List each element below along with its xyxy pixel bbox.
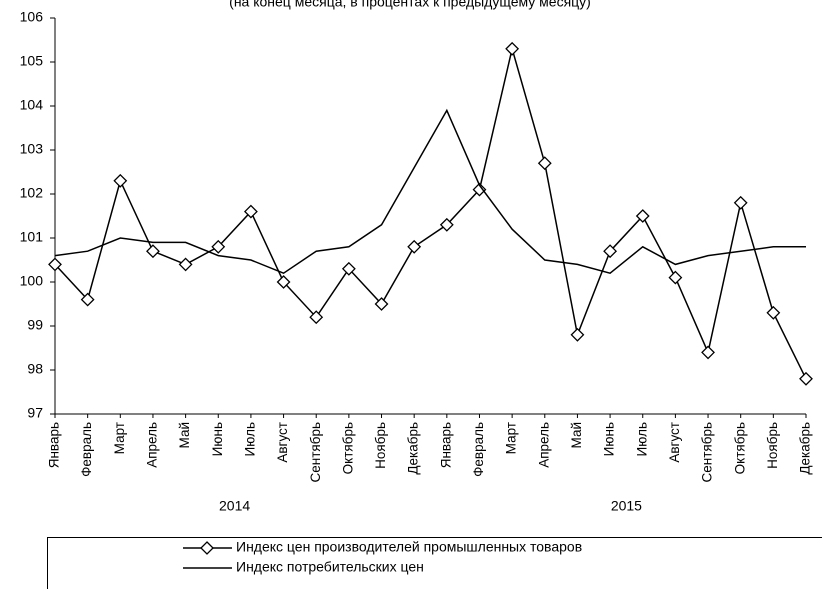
data-marker [603, 244, 618, 259]
data-marker [570, 327, 585, 342]
y-tick-label: 98 [27, 361, 43, 377]
legend-marker [200, 541, 214, 555]
x-tick-label: Январь [438, 422, 453, 468]
y-tick-label: 104 [20, 97, 44, 113]
data-marker [211, 239, 226, 254]
legend-label: Индекс потребительских цен [236, 559, 424, 575]
x-tick-label: Август [275, 422, 290, 463]
x-tick-label: Июль [242, 422, 257, 456]
data-marker [701, 345, 715, 360]
x-tick-label: Октябрь [340, 422, 355, 474]
data-marker [407, 239, 422, 254]
data-marker [439, 217, 454, 232]
x-group-label: 2014 [219, 498, 250, 514]
x-tick-label: Декабрь [406, 422, 421, 475]
x-tick-label: Январь [47, 422, 62, 468]
x-tick-label: Март [504, 422, 519, 454]
legend-label: Индекс цен производителей промышленных т… [236, 539, 582, 555]
data-marker [537, 156, 552, 171]
series-line [54, 45, 807, 380]
x-tick-label: Сентябрь [700, 422, 715, 482]
data-marker [276, 275, 291, 289]
data-marker [178, 257, 193, 272]
data-marker [48, 257, 62, 272]
x-tick-label: Апрель [145, 422, 160, 468]
x-tick-label: Май [569, 422, 584, 448]
data-marker [472, 182, 487, 197]
x-tick-label: Апрель [536, 422, 551, 468]
data-marker [80, 292, 95, 307]
x-tick-label: Июнь [602, 422, 617, 456]
x-group-label: 2015 [611, 498, 642, 514]
y-tick-label: 100 [20, 273, 44, 289]
x-tick-label: Июнь [210, 422, 225, 456]
y-tick-label: 101 [20, 229, 44, 245]
chart-subtitle: (на конец месяца, в процентах к предыдущ… [229, 0, 591, 10]
x-tick-label: Август [667, 422, 682, 463]
data-marker [113, 173, 128, 188]
y-tick-label: 103 [20, 141, 44, 157]
y-tick-label: 102 [20, 185, 44, 201]
x-tick-label: Ноябрь [765, 422, 780, 469]
data-marker [799, 371, 813, 386]
x-tick-label: Ноябрь [373, 422, 388, 469]
data-marker [341, 261, 356, 276]
data-marker [374, 297, 389, 311]
y-tick-label: 99 [27, 317, 43, 333]
x-tick-label: Октябрь [732, 422, 747, 474]
y-tick-label: 106 [20, 9, 44, 25]
y-tick-label: 97 [27, 405, 43, 421]
x-tick-label: Декабрь [798, 422, 813, 475]
x-tick-label: Май [177, 422, 192, 448]
data-marker [668, 270, 683, 285]
x-tick-label: Февраль [471, 422, 486, 477]
data-marker [309, 310, 324, 325]
data-marker [635, 209, 650, 223]
x-tick-label: Июль [634, 422, 649, 456]
data-marker [766, 305, 781, 320]
legend-box [47, 537, 822, 589]
data-marker [243, 204, 258, 219]
y-tick-label: 105 [20, 53, 44, 69]
data-marker [733, 195, 748, 210]
data-marker [505, 41, 520, 56]
x-tick-label: Сентябрь [308, 422, 323, 482]
series-line [54, 108, 806, 275]
x-tick-label: Март [112, 422, 127, 454]
data-marker [146, 244, 160, 259]
x-tick-label: Февраль [79, 422, 94, 477]
